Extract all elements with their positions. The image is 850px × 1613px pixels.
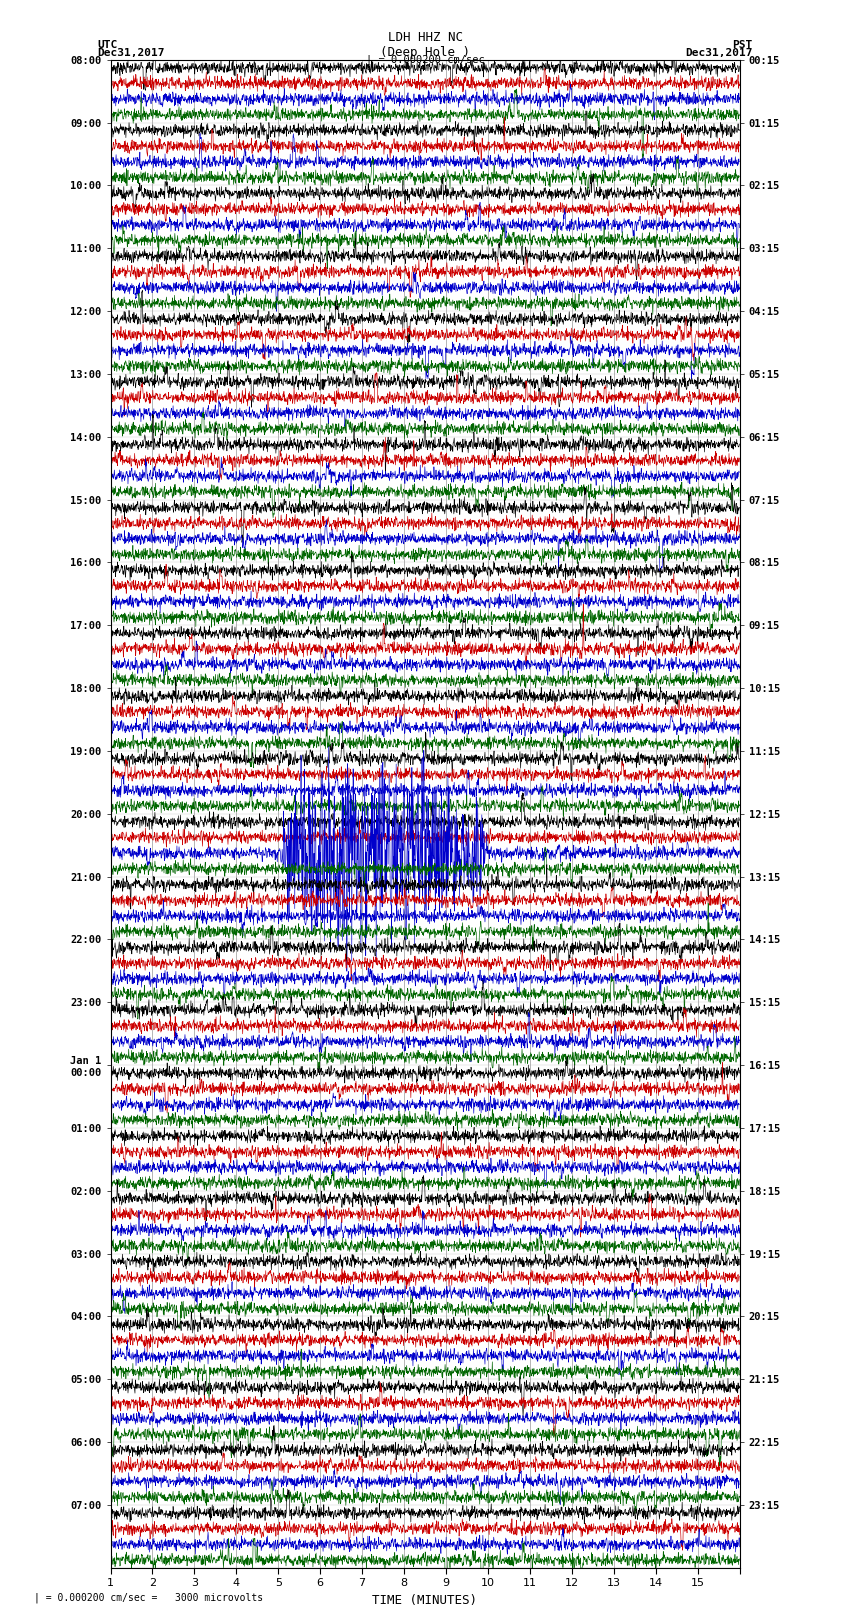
Text: | = 0.000200 cm/sec: | = 0.000200 cm/sec — [366, 55, 484, 66]
Text: UTC: UTC — [98, 39, 118, 50]
X-axis label: TIME (MINUTES): TIME (MINUTES) — [372, 1594, 478, 1607]
Text: PST: PST — [732, 39, 752, 50]
Title: LDH HHZ NC
(Deep Hole ): LDH HHZ NC (Deep Hole ) — [380, 31, 470, 58]
Text: Dec31,2017: Dec31,2017 — [98, 47, 165, 58]
Text: Dec31,2017: Dec31,2017 — [685, 47, 752, 58]
Text: | = 0.000200 cm/sec =   3000 microvolts: | = 0.000200 cm/sec = 3000 microvolts — [34, 1592, 264, 1603]
